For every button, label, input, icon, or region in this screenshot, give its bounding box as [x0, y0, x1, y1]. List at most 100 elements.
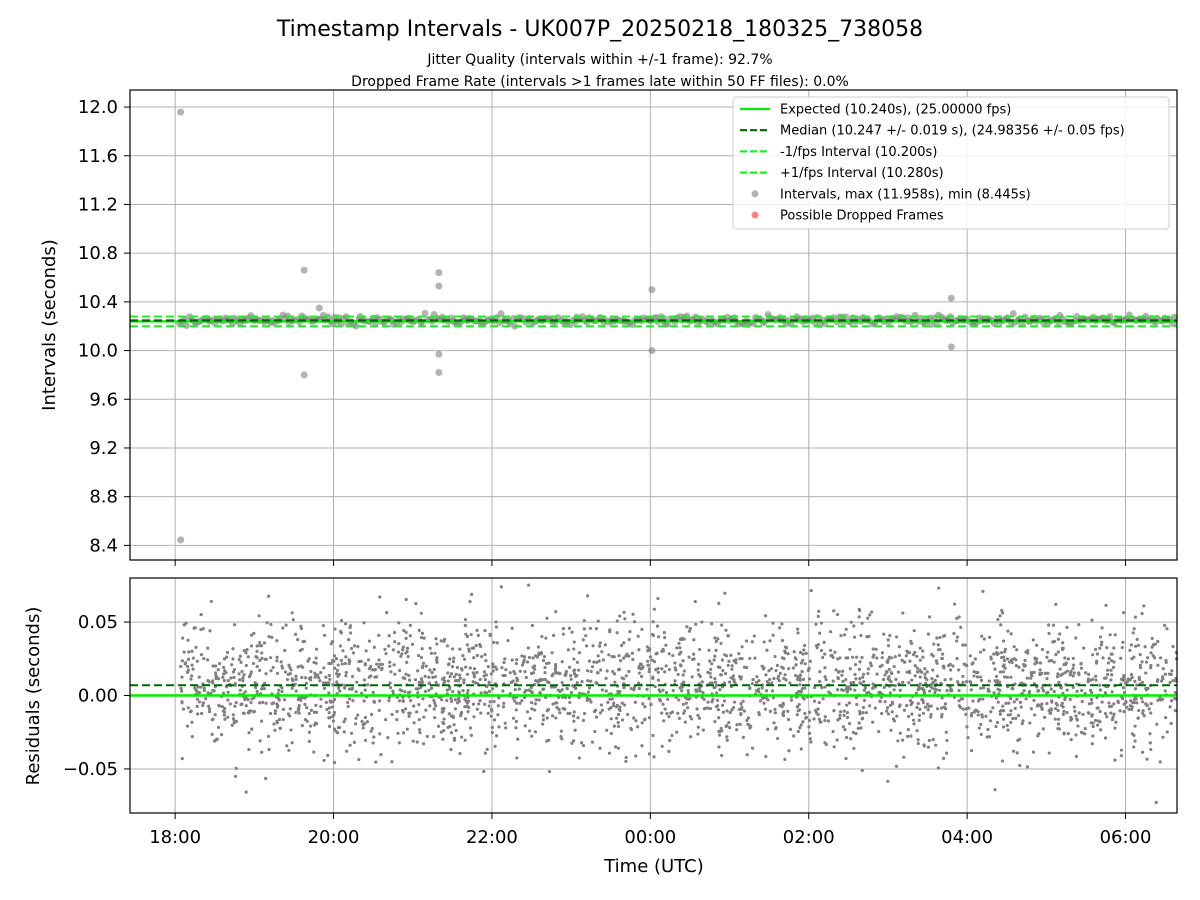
residual-point	[206, 678, 210, 683]
residual-point	[613, 745, 618, 749]
residual-point	[446, 671, 450, 675]
residual-point	[664, 643, 668, 647]
residual-point	[906, 728, 910, 732]
residual-point	[1061, 705, 1065, 709]
residual-point	[233, 704, 237, 708]
residual-point	[955, 656, 959, 661]
residual-point	[384, 651, 388, 656]
residual-point	[785, 646, 789, 650]
residual-point	[482, 670, 487, 674]
residual-point	[803, 711, 807, 716]
residual-point	[617, 654, 621, 658]
residual-point	[680, 636, 684, 641]
residual-point	[651, 620, 655, 624]
residual-point	[479, 691, 483, 695]
residual-point	[817, 609, 821, 613]
residual-point	[720, 658, 725, 662]
residual-point	[1091, 653, 1095, 657]
residual-point	[1154, 800, 1158, 804]
residual-point	[296, 706, 301, 711]
residual-point	[488, 700, 492, 704]
residual-point	[671, 688, 675, 693]
residual-point	[555, 705, 559, 710]
residual-point	[717, 729, 721, 734]
residual-point	[1146, 686, 1150, 690]
residual-point	[641, 665, 645, 669]
x-tick-label: 22:00	[466, 827, 518, 848]
residual-point	[199, 711, 204, 716]
residual-point	[252, 631, 256, 635]
residual-point	[1001, 704, 1005, 708]
residual-point	[452, 723, 456, 727]
residual-point	[487, 704, 491, 708]
residual-point	[631, 612, 635, 616]
residual-point	[492, 699, 496, 704]
legend-swatch-marker	[751, 190, 759, 198]
residual-point	[796, 631, 800, 635]
residual-point	[210, 732, 214, 736]
residual-point	[435, 642, 439, 646]
residual-point	[572, 668, 576, 673]
residual-point	[446, 663, 451, 667]
legend-label: Median (10.247 +/- 0.019 s), (24.98356 +…	[780, 124, 1125, 139]
residual-point	[388, 681, 392, 685]
residual-point	[300, 724, 304, 728]
residual-point	[1113, 726, 1117, 730]
residual-point	[667, 749, 671, 753]
residual-point	[928, 689, 932, 693]
residual-point	[942, 756, 946, 760]
residual-point	[347, 661, 351, 666]
residual-point	[944, 730, 948, 734]
residual-point	[1061, 712, 1066, 716]
residual-point	[690, 675, 694, 679]
residual-point	[1055, 675, 1060, 679]
residual-point	[995, 720, 1000, 725]
residual-point	[449, 672, 454, 676]
residual-point	[1173, 690, 1177, 695]
y-tick-label: 0.05	[78, 612, 118, 633]
residual-point	[275, 702, 279, 706]
residual-point	[979, 732, 983, 737]
residual-point	[335, 681, 339, 685]
residual-point	[294, 710, 298, 715]
residual-point	[304, 681, 308, 685]
residual-point	[466, 696, 470, 700]
residual-point	[821, 655, 825, 660]
residual-point	[784, 678, 788, 682]
residual-point	[1025, 765, 1030, 769]
residual-point	[945, 751, 949, 755]
residual-point	[1140, 700, 1145, 704]
residual-point	[923, 705, 928, 709]
residual-point	[275, 655, 279, 659]
residual-point	[1158, 696, 1162, 701]
residual-point	[421, 697, 425, 701]
residual-point	[918, 707, 922, 711]
residual-point	[1075, 689, 1079, 693]
residual-point	[661, 649, 666, 653]
residual-point	[648, 647, 652, 651]
residual-point	[1141, 709, 1145, 713]
residual-point	[780, 622, 784, 626]
residual-point	[921, 700, 925, 705]
residual-point	[515, 658, 519, 662]
residual-point	[597, 644, 602, 648]
residual-point	[1122, 678, 1126, 682]
residual-point	[571, 739, 576, 743]
residual-point	[609, 731, 613, 736]
residual-point	[963, 643, 967, 647]
residual-point	[908, 659, 912, 663]
residual-point	[570, 741, 574, 745]
residual-point	[721, 703, 725, 707]
residual-point	[300, 675, 304, 680]
residual-point	[980, 715, 984, 719]
residual-point	[290, 741, 294, 745]
residual-point	[406, 691, 411, 695]
residual-point	[195, 659, 199, 663]
residual-point	[237, 672, 241, 676]
residual-point	[288, 707, 292, 711]
residual-point	[591, 644, 595, 648]
residual-point	[468, 666, 472, 670]
residual-point	[525, 710, 530, 714]
residual-point	[574, 674, 578, 678]
residual-point	[797, 689, 801, 693]
